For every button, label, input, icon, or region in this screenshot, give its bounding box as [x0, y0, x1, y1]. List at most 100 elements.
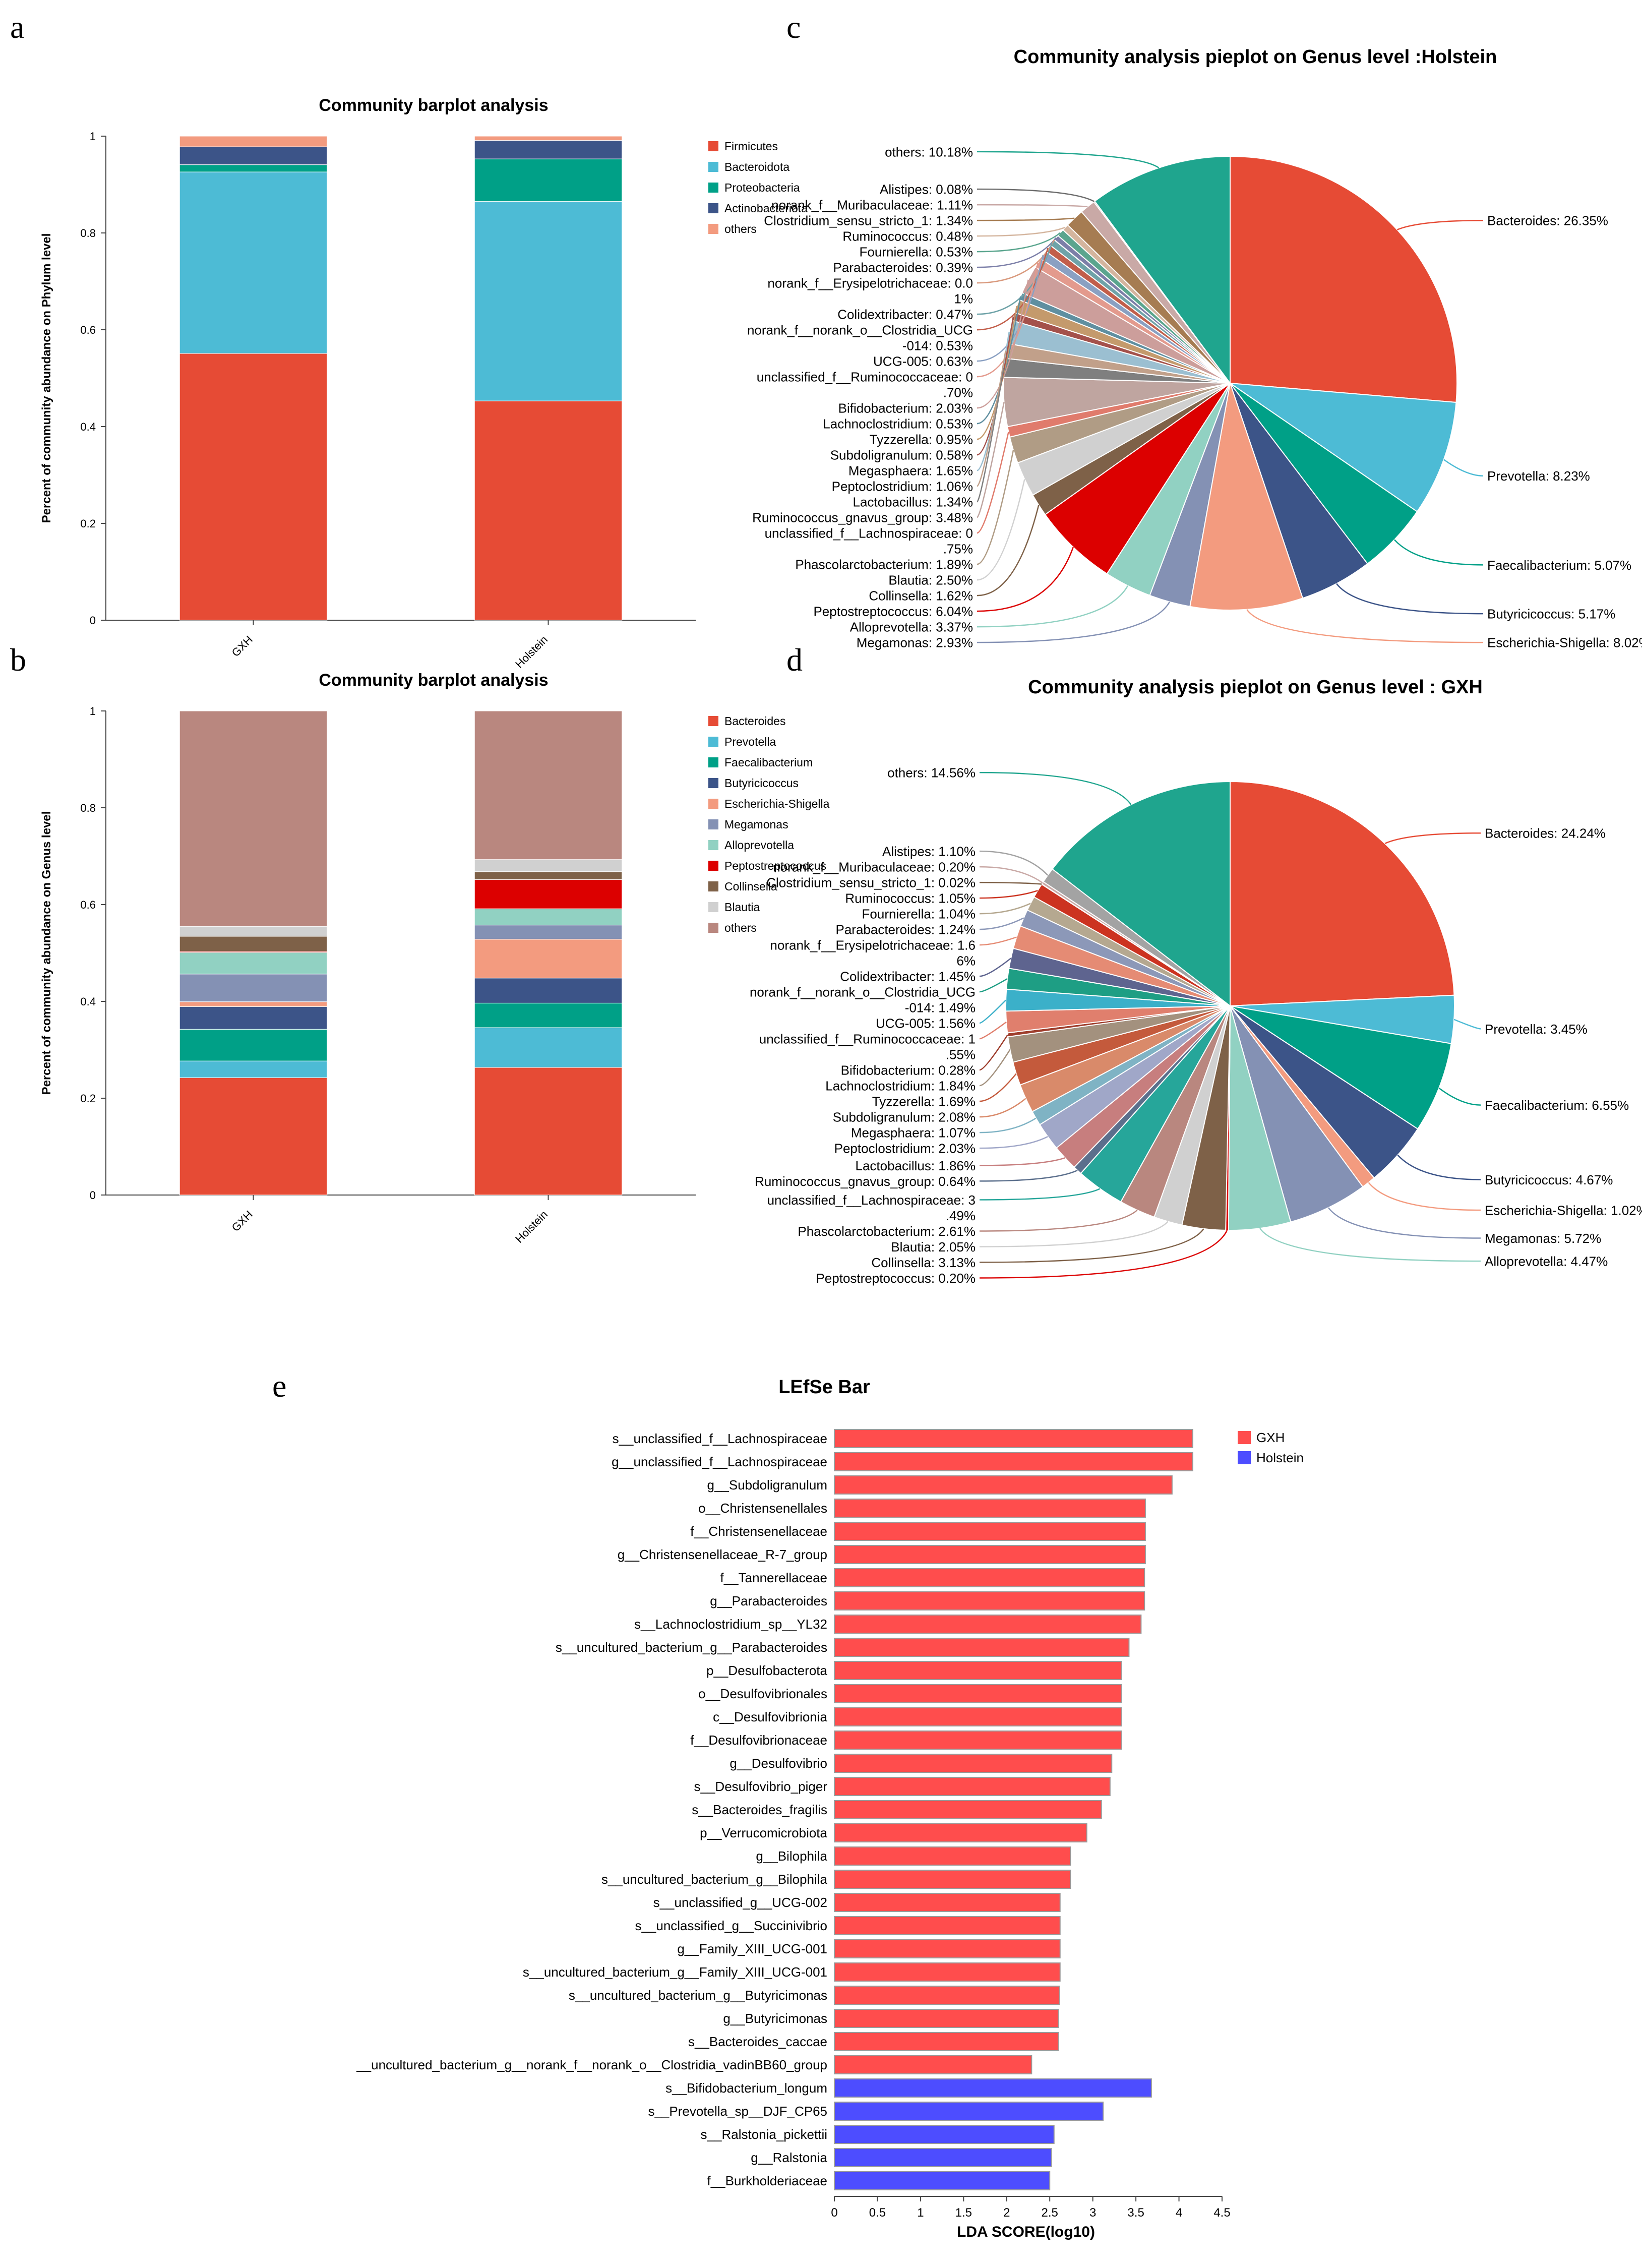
leader-line [976, 368, 1005, 503]
legend-label: Prevotella [724, 735, 776, 748]
lda-bar-label: g__Desulfovibrio [729, 1756, 827, 1771]
bar-segment-GXH-Bacteroides [179, 1077, 328, 1196]
lda-bar [834, 1823, 1087, 1842]
leader-line [977, 479, 1025, 581]
slice-label: Butyricicoccus: 5.17% [1487, 607, 1615, 622]
leader-line [977, 151, 1160, 168]
slice-label: Lachnoclostridium: 1.84% [825, 1079, 976, 1094]
x-tick-label: 4.5 [1213, 2206, 1230, 2220]
lda-bar-label: s__Bifidobacterium_longum [665, 2080, 827, 2096]
slice-label: Subdoligranulum: 0.58% [830, 448, 973, 463]
slice-label: Fournierella: 0.53% [860, 245, 973, 260]
x-tick-label: 1.5 [955, 2206, 972, 2220]
legend-swatch [1238, 1451, 1251, 1464]
x-tick-label: 0 [831, 2206, 837, 2220]
lda-bar-label: s__Bacteroides_caccae [688, 2034, 827, 2049]
bar-segment-Holstein-Firmicutes [474, 400, 623, 621]
slice-label: Clostridium_sensu_stricto_1: 0.02% [766, 875, 976, 890]
lda-bar [834, 1661, 1122, 1680]
leader-line [979, 1230, 1228, 1279]
slice-label: Megasphaera: 1.65% [848, 463, 973, 479]
bar-segment-GXH-Firmicutes [179, 353, 328, 621]
slice-label: Blautia: 2.05% [891, 1239, 976, 1255]
leader-line [1368, 1182, 1481, 1211]
leader-line [979, 1034, 1008, 1071]
lda-bar [834, 2078, 1152, 2098]
y-tick-label: 0 [90, 1189, 96, 1202]
leader-line [977, 226, 1066, 237]
leader-line [979, 866, 1043, 883]
leader-line [977, 242, 1053, 315]
leader-line [979, 1188, 1101, 1201]
legend-swatch [708, 840, 718, 850]
slice-label: norank_f__Erysipelotrichaceae: 0.0 1% [767, 276, 973, 307]
lda-bar [834, 1499, 1146, 1518]
panel-d: d Community analysis pieplot on Genus lev… [750, 642, 1642, 1286]
leader-line [977, 350, 1006, 487]
lda-bar [834, 2125, 1055, 2144]
lda-bar [834, 1545, 1146, 1564]
lda-bar-label: s__unclassified_g__UCG-002 [653, 1895, 827, 1910]
panel-e: e LEfSe Bar s__unclassified_f__Lachnospira… [272, 1368, 1304, 2240]
leader-line [977, 505, 1040, 596]
panel-letter-c: c [786, 9, 801, 45]
legend-label: Bacteroides [724, 714, 785, 728]
legend-swatch [708, 902, 718, 912]
lda-bar-label: s__uncultured_bacterium_g__Butyricimonas [569, 1988, 827, 2003]
legend-swatch [708, 224, 718, 234]
legend-label: Proteobacteria [724, 181, 800, 194]
slice-label: norank_f__Muribaculaceae: 0.20% [773, 860, 976, 875]
chart-title: Community barplot analysis [319, 96, 548, 115]
lda-bar [834, 1429, 1193, 1448]
lda-bar-label: s__uncultured_bacterium_g__Parabacteroid… [556, 1640, 827, 1655]
lda-bar [834, 1962, 1061, 1982]
leader-line [979, 999, 1007, 1024]
lda-bar-label: s__Bacteroides_fragilis [692, 1802, 827, 1817]
panel-letter-b: b [10, 642, 26, 678]
legend-swatch [708, 778, 718, 788]
legend-label: Alloprevotella [724, 839, 794, 852]
legend-label: others [724, 921, 757, 934]
lda-bar [834, 2055, 1032, 2074]
legend-swatch [708, 799, 718, 809]
legend-label: Escherichia-Shigella [724, 797, 830, 810]
lda-bar-label: s__Lachnoclostridium_sp__YL32 [634, 1617, 827, 1632]
leader-line [1443, 459, 1484, 476]
slice-label: Collinsella: 1.62% [869, 588, 973, 604]
bar-segment-GXH-Blautia [179, 926, 328, 937]
lda-bar [834, 1707, 1122, 1726]
leader-line [979, 1098, 1026, 1118]
lda-bar-label: f__Desulfovibrionaceae [690, 1733, 827, 1748]
leader-line [979, 978, 1008, 993]
chart-title: Community barplot analysis [319, 671, 548, 690]
lda-bar [834, 2102, 1104, 2121]
slice-label: Phascolarctobacterium: 1.89% [795, 557, 973, 572]
leader-line [977, 547, 1074, 612]
leader-line [977, 232, 1061, 253]
leader-line [1453, 1019, 1481, 1030]
bar-segment-Holstein-Escherichia-Shigella [474, 939, 623, 979]
bar-segment-GXH-Actinobacteriota [179, 146, 328, 165]
slice-label: Ruminococcus_gnavus_group: 3.48% [752, 510, 973, 525]
lda-bar [834, 2171, 1051, 2190]
lda-bar [834, 1452, 1193, 1471]
lda-bar-label: s__Prevotella_sp__DJF_CP65 [648, 2104, 827, 2119]
bar-segment-Holstein-Alloprevotella [474, 908, 623, 926]
slice-label: Peptostreptococcus: 6.04% [813, 604, 973, 619]
lda-bar [834, 1568, 1145, 1587]
x-tick-label: GXH [229, 1208, 255, 1234]
leader-line [979, 1021, 1007, 1040]
bar-segment-Holstein-Actinobacteriota [474, 140, 623, 159]
slice-label: Bifidobacterium: 2.03% [838, 401, 973, 416]
slice-label: Prevotella: 3.45% [1485, 1022, 1588, 1037]
leader-line [977, 279, 1029, 409]
lda-bar-label: p__Desulfobacterota [706, 1663, 827, 1678]
bar-segment-GXH-Megamonas [179, 974, 328, 1002]
leader-line [977, 240, 1055, 284]
legend-label: Peptostreptococcus [724, 859, 826, 872]
y-tick-label: 0.2 [80, 517, 96, 530]
leader-line [1384, 832, 1481, 845]
y-tick-label: 1 [90, 705, 96, 718]
slice-label: Alloprevotella: 4.47% [1485, 1254, 1608, 1269]
leader-line [977, 450, 1014, 565]
